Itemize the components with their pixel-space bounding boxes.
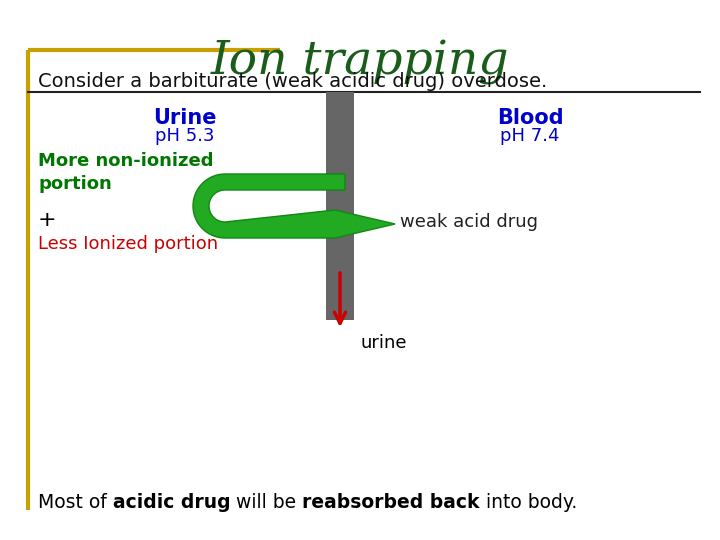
Text: into body.: into body. [480,493,577,512]
Text: pH 5.3: pH 5.3 [156,127,215,145]
Text: Ion trapping: Ion trapping [211,40,509,85]
Text: Consider a barbiturate (weak acidic drug) overdose.: Consider a barbiturate (weak acidic drug… [38,72,547,91]
Text: weak acid drug: weak acid drug [400,213,538,231]
Polygon shape [193,174,395,238]
Text: +: + [38,210,57,230]
Text: urine: urine [360,334,407,352]
Text: More non-ionized: More non-ionized [38,152,214,170]
Text: pH 7.4: pH 7.4 [500,127,559,145]
Text: acidic drug: acidic drug [113,493,230,512]
Text: Less Ionized portion: Less Ionized portion [38,235,218,253]
Text: portion: portion [38,175,112,193]
Text: will be: will be [230,493,302,512]
Bar [326,92,354,320]
Text: reabsorbed back: reabsorbed back [302,493,480,512]
Text: Most of: Most of [38,493,113,512]
Text: Urine: Urine [153,108,217,128]
Text: Blood: Blood [497,108,563,128]
